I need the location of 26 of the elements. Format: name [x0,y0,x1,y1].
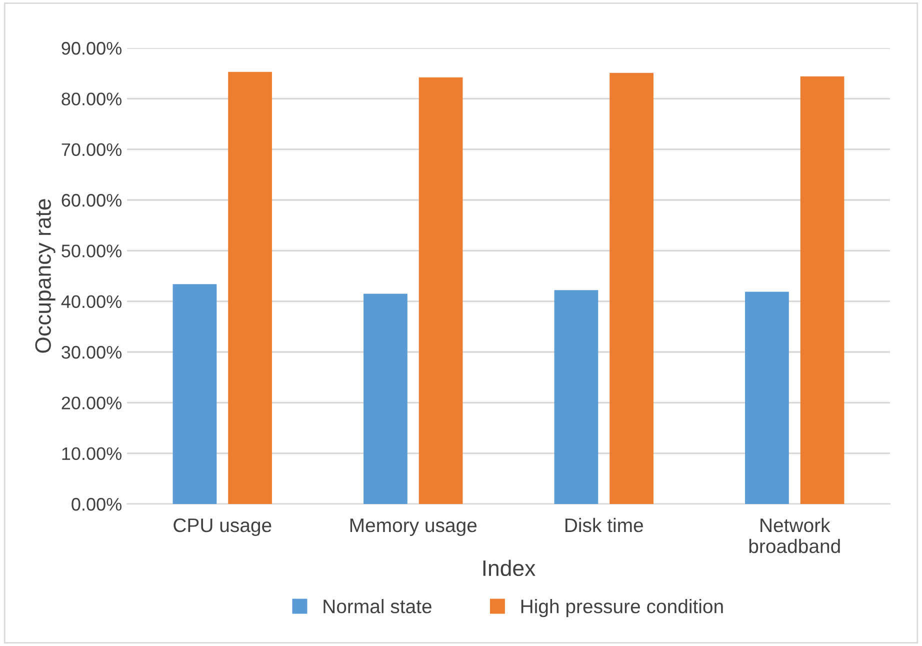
y-tick-label: 90.00% [62,42,122,55]
legend-label: High pressure condition [521,599,723,618]
legend-label: Normal state [324,599,432,614]
bar [554,290,598,504]
x-tick-label: Disk time [566,518,643,532]
y-tick-label: 60.00% [62,194,122,207]
x-tick-label: Network broadband [749,518,840,554]
y-tick-label: 80.00% [62,92,122,106]
bar [418,77,463,504]
y-tick-label: 50.00% [62,244,122,258]
bar [364,294,408,504]
y-tick-label: 0.00% [72,498,122,511]
x-tick-label: CPU usage [174,518,272,536]
bar [172,284,217,504]
y-axis-title: Occupancy rate [35,199,56,353]
bar [800,76,844,504]
bar [745,292,789,504]
y-tick-label: 10.00% [62,447,122,460]
x-tick-label: Memory usage [350,518,477,536]
y-tick-label: 40.00% [61,295,122,308]
y-tick-label: 20.00% [62,396,122,410]
bar [228,72,272,504]
y-tick-label: 70.00% [62,143,122,156]
y-tick-label: 30.00% [62,346,122,359]
bar [610,72,654,504]
x-axis-title: Index [483,560,536,576]
